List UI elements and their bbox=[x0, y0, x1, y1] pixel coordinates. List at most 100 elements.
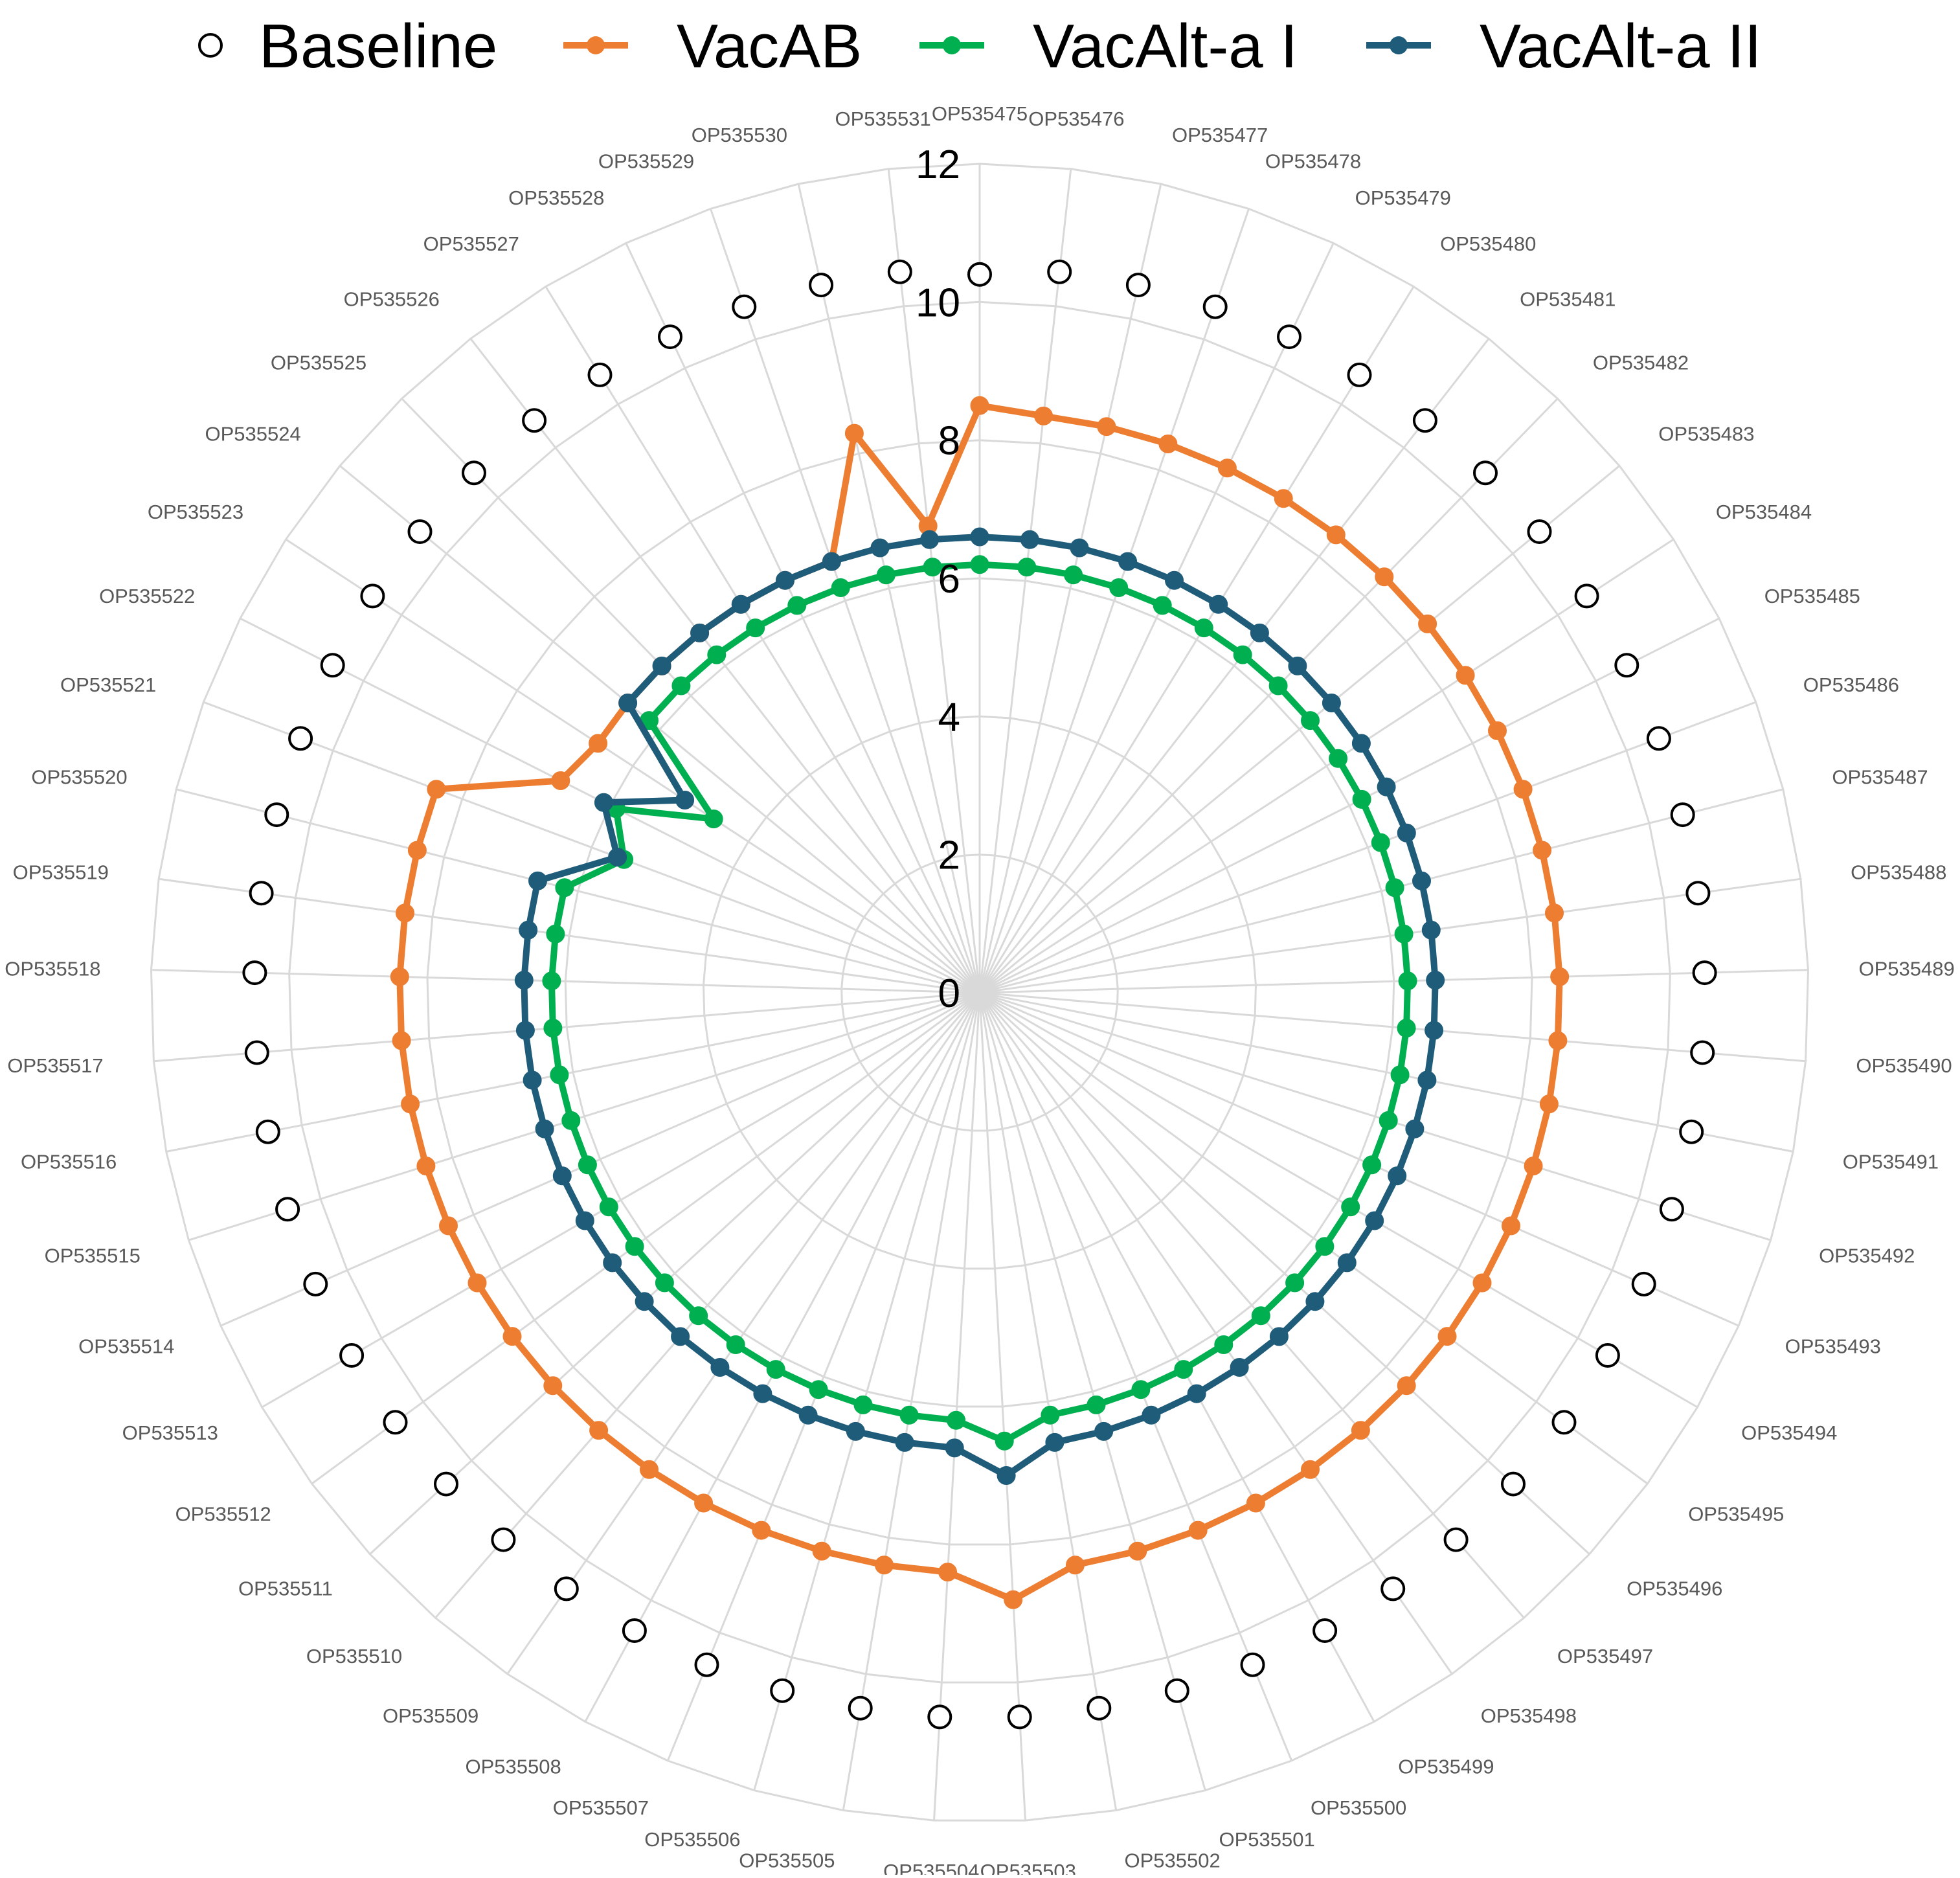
data-point bbox=[1397, 823, 1416, 843]
data-point bbox=[1202, 294, 1228, 319]
spoke bbox=[887, 168, 981, 993]
data-point bbox=[899, 1405, 919, 1425]
data-point bbox=[1288, 656, 1307, 675]
data-point bbox=[1274, 489, 1293, 508]
data-point bbox=[1365, 1211, 1384, 1230]
spoke bbox=[978, 992, 1118, 1811]
data-point bbox=[1527, 519, 1552, 544]
data-point bbox=[831, 578, 850, 597]
spoke bbox=[978, 992, 1453, 1675]
data-point bbox=[1312, 1618, 1338, 1643]
data-point bbox=[401, 1094, 420, 1114]
data-point bbox=[578, 1155, 597, 1175]
data-point bbox=[427, 780, 446, 799]
data-point bbox=[462, 460, 486, 486]
spoke bbox=[753, 992, 981, 1791]
spoke bbox=[842, 992, 981, 1811]
data-point bbox=[920, 530, 940, 549]
data-point bbox=[551, 771, 570, 790]
category-label: OP535481 bbox=[1520, 288, 1616, 310]
data-point bbox=[339, 1343, 365, 1368]
data-point bbox=[1390, 1065, 1410, 1085]
data-point bbox=[1548, 1031, 1568, 1050]
series-vacab bbox=[390, 396, 1570, 1609]
data-point bbox=[1341, 1197, 1360, 1217]
legend-marker bbox=[943, 36, 961, 54]
legend-label: VacAlt-a II bbox=[1480, 12, 1762, 81]
data-point bbox=[622, 1618, 647, 1643]
data-point bbox=[1337, 1253, 1357, 1273]
category-label: OP535475 bbox=[932, 102, 1028, 125]
legend-item-vacab[interactable]: VacAB bbox=[563, 12, 862, 81]
data-point bbox=[967, 262, 992, 287]
data-point bbox=[945, 1438, 964, 1458]
spoke bbox=[339, 465, 980, 994]
data-point bbox=[320, 653, 345, 678]
spoke bbox=[584, 992, 981, 1723]
spoke bbox=[979, 877, 1801, 994]
data-point bbox=[390, 967, 409, 986]
category-label: OP535501 bbox=[1219, 1828, 1315, 1851]
category-label: OP535512 bbox=[175, 1502, 271, 1525]
grid-ring-6 bbox=[564, 577, 1395, 1408]
data-point bbox=[675, 791, 695, 809]
data-point bbox=[249, 881, 274, 906]
category-label: OP535517 bbox=[7, 1054, 103, 1077]
category-label: OP535526 bbox=[344, 288, 440, 310]
data-point bbox=[1329, 749, 1348, 768]
legend-label: Baseline bbox=[259, 12, 497, 81]
data-point bbox=[1412, 408, 1437, 433]
data-point bbox=[1488, 721, 1507, 740]
data-point bbox=[1646, 726, 1671, 751]
data-point bbox=[515, 1021, 535, 1040]
data-point bbox=[1047, 259, 1072, 284]
grid-ring-8 bbox=[426, 439, 1533, 1546]
category-label: OP535489 bbox=[1859, 958, 1955, 980]
spoke bbox=[933, 992, 981, 1821]
data-point bbox=[434, 1471, 458, 1497]
spoke bbox=[158, 877, 980, 994]
data-point bbox=[1004, 1590, 1023, 1609]
legend-marker bbox=[198, 33, 223, 58]
category-label: OP535530 bbox=[692, 124, 787, 146]
data-point bbox=[552, 1166, 572, 1186]
tick-label: 12 bbox=[916, 142, 960, 187]
radial-tick-labels: 0 2 4 6 8 10 12 bbox=[916, 142, 960, 1016]
spoke bbox=[203, 701, 980, 994]
legend-item-vacalt-a-i[interactable]: VacAlt-a I bbox=[919, 12, 1298, 81]
category-labels: OP535475 OP535476 OP535477 OP535478 OP535479… bbox=[5, 102, 1955, 1878]
data-point bbox=[640, 1460, 659, 1479]
data-point bbox=[787, 596, 807, 615]
data-point bbox=[618, 694, 638, 712]
data-point bbox=[809, 1380, 828, 1399]
data-point bbox=[876, 565, 896, 585]
legend-item-vacalt-a-ii[interactable]: VacAlt-a II bbox=[1366, 12, 1762, 81]
data-point bbox=[746, 618, 765, 638]
spoke bbox=[666, 992, 981, 1761]
data-point bbox=[1125, 273, 1151, 298]
data-point bbox=[970, 396, 989, 415]
spoke bbox=[369, 991, 981, 1556]
legend-item-baseline[interactable]: Baseline bbox=[198, 12, 497, 81]
spoke bbox=[978, 991, 1590, 1556]
spoke bbox=[709, 208, 981, 993]
data-point bbox=[523, 1070, 542, 1090]
data-point bbox=[938, 1563, 958, 1582]
spoke bbox=[979, 617, 1720, 994]
data-point bbox=[467, 1273, 487, 1293]
data-point bbox=[502, 1327, 522, 1346]
category-label: OP535479 bbox=[1355, 187, 1451, 209]
data-point bbox=[1417, 1070, 1437, 1090]
data-point bbox=[396, 903, 414, 923]
data-point bbox=[1513, 780, 1533, 799]
legend-label: VacAB bbox=[677, 12, 862, 81]
category-label: OP535477 bbox=[1172, 124, 1268, 146]
data-point bbox=[704, 809, 723, 829]
data-point bbox=[1371, 833, 1390, 852]
data-point bbox=[710, 1358, 730, 1377]
data-point bbox=[1545, 903, 1564, 923]
data-point bbox=[1070, 538, 1089, 558]
legend-marker bbox=[587, 36, 605, 54]
data-point bbox=[543, 1376, 563, 1396]
